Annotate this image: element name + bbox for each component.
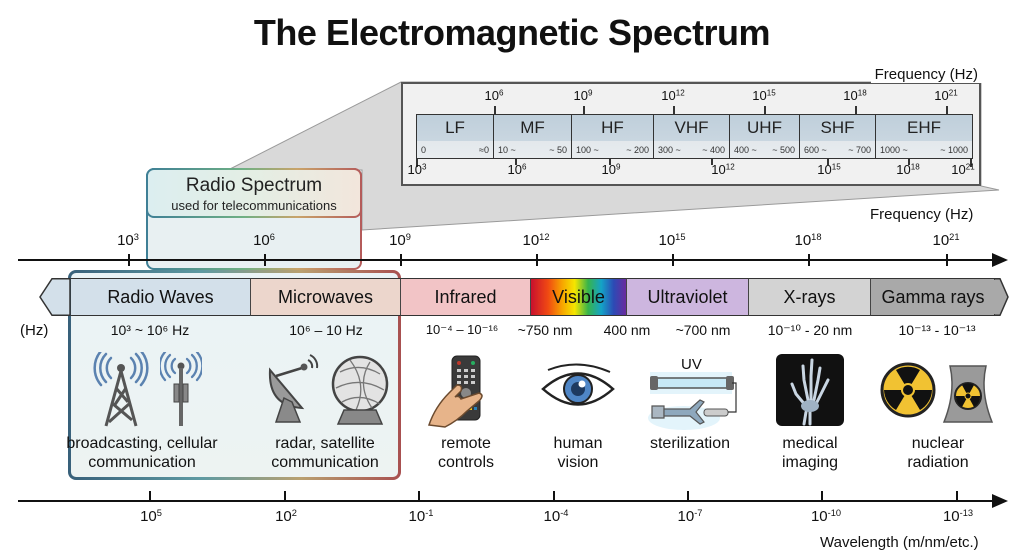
wavelength-axis-arrow-icon — [992, 494, 1008, 508]
band-x-rays: X-rays — [749, 278, 871, 316]
zoom-top-tick: 1018 — [843, 88, 867, 103]
wavelength-axis-label: Wavelength (m/nm/etc.) — [820, 534, 979, 551]
wavelength-tick: 10-10 — [810, 507, 842, 525]
wavelength-tick: 10-4 — [543, 507, 569, 525]
radio-spectrum-subtitle: used for telecommunications — [171, 198, 337, 213]
range-visible-start: ~750 nm — [517, 322, 573, 338]
application-broadcasting: broadcasting, cellular communication — [66, 435, 218, 471]
range-microwave: 10⁶ – 10 Hz — [289, 322, 363, 338]
range-infrared: 10⁻⁴ – 10⁻¹⁶ — [425, 322, 499, 337]
frequency-axis-label: Frequency (Hz) — [870, 206, 974, 223]
zoom-bottom-tick: 1021 — [951, 162, 975, 177]
band-microwaves: Microwaves — [251, 278, 401, 316]
zoom-top-tick: 106 — [484, 88, 504, 103]
cell-tower-icon — [160, 352, 202, 426]
zoom-bottom-tick: 1015 — [817, 162, 841, 177]
unit-label: (Hz) — [20, 322, 49, 339]
radio-spectrum-title: Radio Spectrum — [185, 175, 323, 196]
application-medical-imaging: medical imaging — [781, 435, 839, 471]
band-bar-right-cap-icon — [994, 278, 1009, 316]
zoom-panel-axis-label: Frequency (Hz) — [870, 66, 982, 83]
application-sterilization: sterilization — [649, 435, 731, 452]
range-visible-end: 400 nm — [603, 322, 651, 338]
band-radio-waves: Radio Waves — [71, 278, 251, 316]
radiation-icon — [880, 362, 936, 418]
zoom-bottom-tick: 1012 — [711, 162, 735, 177]
zoom-band-mf: MF 10 ~ ~ 50 — [494, 114, 572, 159]
zoom-band-hf: HF 100 ~ ~ 200 — [572, 114, 654, 159]
frequency-tick: 103 — [117, 231, 139, 249]
frequency-axis-line — [18, 259, 993, 261]
application-human-vision: human vision — [553, 435, 603, 471]
wavelength-tick: 10-7 — [677, 507, 703, 525]
zoom-bottom-tick: 106 — [507, 162, 527, 177]
range-ultraviolet: ~700 nm — [675, 322, 731, 338]
xray-hand-icon — [776, 354, 844, 426]
application-radar: radar, satellite communication — [271, 435, 379, 471]
frequency-tick: 1021 — [932, 231, 960, 249]
zoom-top-tick: 1021 — [934, 88, 958, 103]
frequency-tick: 1018 — [794, 231, 822, 249]
frequency-tick: 106 — [253, 231, 275, 249]
application-remote-controls: remote controls — [437, 435, 495, 471]
wavelength-tick: 10-1 — [408, 507, 434, 525]
zoom-band-ehf: EHF 1000 ~ ~ 1000 — [876, 114, 973, 159]
zoom-bottom-tick: 1018 — [896, 162, 920, 177]
uv-lamp-icon — [648, 372, 737, 430]
band-infrared: Infrared — [401, 278, 531, 316]
frequency-tick: 1012 — [522, 231, 550, 249]
zoom-band-shf: SHF 600 ~ ~ 700 — [800, 114, 876, 159]
frequency-axis-arrow-icon — [992, 253, 1008, 267]
radio-spectrum-header: Radio Spectrum used for telecommunicatio… — [146, 168, 362, 218]
zoom-top-tick: 109 — [573, 88, 593, 103]
frequency-tick: 109 — [389, 231, 411, 249]
wavelength-axis-line — [18, 500, 993, 502]
zoom-top-tick: 1012 — [661, 88, 685, 103]
application-nuclear-radiation: nuclear radiation — [907, 435, 969, 471]
frequency-tick: 1015 — [658, 231, 686, 249]
remote-control-icon — [427, 355, 483, 428]
zoom-top-tick: 1015 — [752, 88, 776, 103]
page-title: The Electromagnetic Spectrum — [253, 12, 771, 53]
eye-icon — [541, 363, 615, 406]
zoom-bottom-tick: 109 — [601, 162, 621, 177]
uv-label: UV — [681, 356, 702, 373]
band-bar-left-cap-icon — [39, 278, 71, 316]
zoom-bottom-tick: 103 — [407, 162, 427, 177]
satellite-dish-icon — [268, 354, 319, 423]
radio-tower-icon — [93, 352, 149, 427]
range-gamma: 10⁻¹³ - 10⁻¹³ — [898, 322, 976, 338]
zoom-band-vhf: VHF 300 ~ ~ 400 — [654, 114, 730, 159]
range-x-rays: 10⁻¹⁰ - 20 nm — [767, 322, 853, 338]
band-visible: Visible — [531, 278, 627, 316]
wavelength-tick: 102 — [275, 507, 297, 525]
radome-icon — [331, 355, 389, 425]
band-ultraviolet: Ultraviolet — [627, 278, 749, 316]
wavelength-tick: 10-13 — [942, 507, 974, 525]
zoom-band-uhf: UHF 400 ~ ~ 500 — [730, 114, 800, 159]
nuclear-plant-icon — [942, 365, 994, 423]
zoom-band-lf: LF 0 ≈0 — [416, 114, 494, 159]
wavelength-tick: 105 — [140, 507, 162, 525]
band-gamma-rays: Gamma rays — [871, 278, 995, 316]
radio-band-zoom-panel: 106 109 1012 1015 1018 1021 LF 0 ≈0 MF 1… — [401, 82, 981, 186]
range-radio: 10³ ~ 10⁶ Hz — [110, 322, 190, 338]
